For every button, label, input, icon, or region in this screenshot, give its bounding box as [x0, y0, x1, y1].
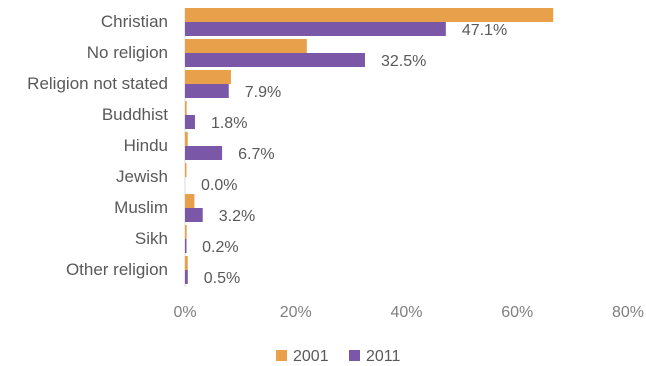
category-label: Muslim [114, 198, 168, 217]
category-label: Religion not stated [27, 74, 168, 93]
bar-2001-1 [185, 39, 307, 53]
bar-2011-8 [185, 270, 188, 284]
legend: 2001 2011 [276, 348, 401, 365]
data-labels: 47.1% 32.5% 7.9% 1.8% 6.7%0.0% 3.2% 0.2% 0.5% [201, 22, 507, 287]
bar-2011-1 [185, 53, 365, 67]
category-label: Sikh [135, 229, 168, 248]
x-tick-label: 0% [173, 304, 196, 321]
category-label: Christian [101, 12, 168, 31]
bar-2001-6 [185, 194, 195, 208]
data-label-2011: 0.5% [204, 270, 240, 287]
bar-2001-2 [185, 70, 231, 84]
x-axis-ticks: 0% 20% 40% 60% 80% [173, 304, 644, 321]
bar-2001-7 [185, 225, 187, 239]
bar-2001-0 [185, 8, 554, 22]
data-label-2011: 47.1% [462, 22, 507, 39]
data-label-2011: 32.5% [381, 53, 426, 70]
bar-2001-8 [185, 256, 188, 270]
data-label-2011: 6.7% [238, 146, 274, 163]
legend-label-2011: 2011 [366, 348, 401, 365]
category-label: Hindu [124, 136, 168, 155]
data-label-2011: 0.0% [201, 177, 237, 194]
data-label-2011: 7.9% [245, 84, 281, 101]
bar-2011-2 [185, 84, 229, 98]
bar-2011-4 [185, 146, 223, 160]
category-label: Other religion [66, 260, 168, 279]
bar-2001-4 [185, 132, 188, 146]
bars-group [184, 8, 554, 287]
data-label-2011: 0.2% [202, 239, 238, 256]
x-tick-label: 60% [501, 304, 533, 321]
category-label: Buddhist [102, 105, 168, 124]
bar-2011-7 [185, 239, 187, 253]
x-tick-label: 80% [612, 304, 644, 321]
legend-swatch-2011 [349, 350, 360, 361]
x-tick-label: 40% [390, 304, 422, 321]
bar-2001-3 [185, 101, 187, 115]
bar-2001-5 [185, 163, 187, 177]
category-label: Jewish [116, 167, 168, 186]
x-tick-label: 20% [280, 304, 312, 321]
bar-2011-0 [185, 22, 446, 36]
category-labels: Christian No religion Religion not stated B… [27, 12, 168, 279]
bar-2011-6 [185, 208, 203, 222]
bar-2011-3 [185, 115, 195, 129]
legend-swatch-2001 [276, 350, 287, 361]
legend-label-2001: 2001 [293, 348, 329, 365]
data-label-2011: 1.8% [211, 115, 247, 132]
category-label: No religion [87, 43, 168, 62]
data-label-2011: 3.2% [219, 208, 255, 225]
